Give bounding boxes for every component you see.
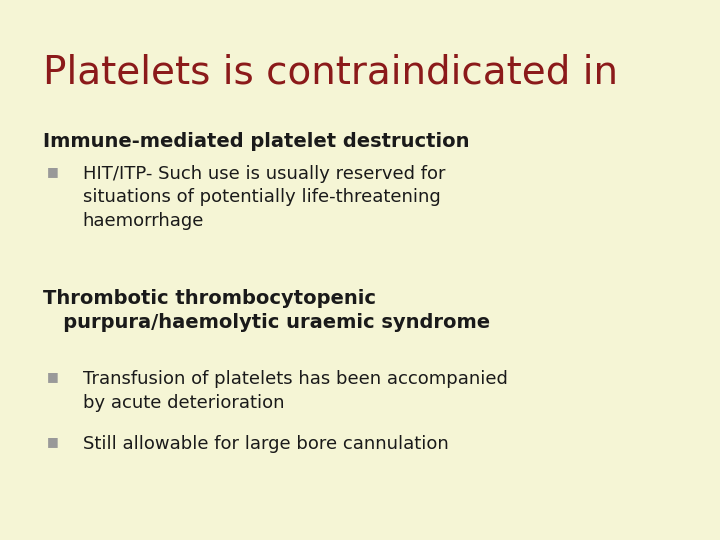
Text: HIT/ITP- Such use is usually reserved for
situations of potentially life-threate: HIT/ITP- Such use is usually reserved fo…	[83, 165, 445, 230]
Text: Thrombotic thrombocytopenic
   purpura/haemolytic uraemic syndrome: Thrombotic thrombocytopenic purpura/haem…	[43, 289, 490, 332]
Text: ■: ■	[47, 165, 58, 178]
Text: Immune-mediated platelet destruction: Immune-mediated platelet destruction	[43, 132, 469, 151]
Text: ■: ■	[47, 435, 58, 448]
Text: Still allowable for large bore cannulation: Still allowable for large bore cannulati…	[83, 435, 449, 453]
Text: Transfusion of platelets has been accompanied
by acute deterioration: Transfusion of platelets has been accomp…	[83, 370, 508, 411]
Text: ■: ■	[47, 370, 58, 383]
Text: Platelets is contraindicated in: Platelets is contraindicated in	[43, 54, 618, 92]
